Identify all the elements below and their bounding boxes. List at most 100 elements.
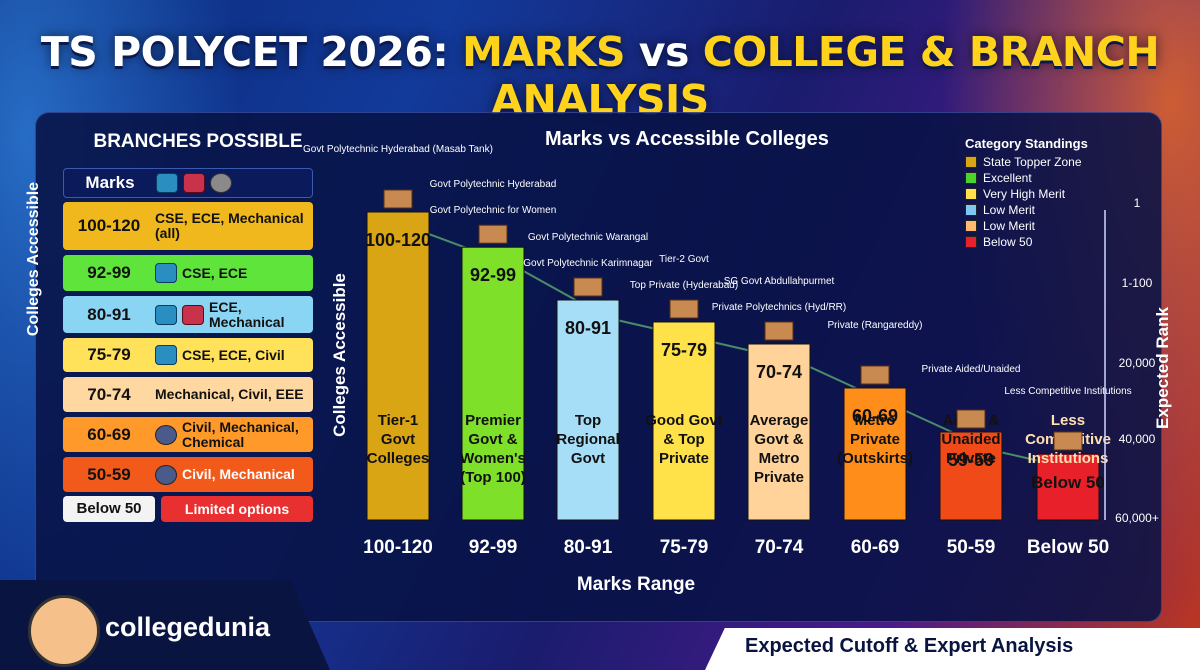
legend-swatch	[965, 236, 977, 248]
row-branches: Mechanical, Civil, EEE	[155, 386, 304, 402]
legend: Category Standings State Topper Zone Exce…	[965, 136, 1125, 251]
legend-item: Very High Merit	[965, 187, 1125, 201]
legend-label: Very High Merit	[983, 187, 1066, 201]
branch-row: 70-74 Mechanical, Civil, EEE	[63, 377, 313, 412]
bar-top-label: 80-91	[565, 318, 611, 338]
college-label: Govt Polytechnic Karimnagar	[523, 258, 653, 269]
bar	[556, 299, 620, 521]
row-branches: ECE, Mechanical	[209, 298, 285, 330]
row-marks: 60-69	[87, 424, 131, 444]
building-icon	[669, 299, 699, 319]
gear-icon	[210, 173, 232, 193]
bar-inner-label: Regional	[556, 431, 619, 448]
building-icon	[573, 277, 603, 297]
legend-title: Category Standings	[965, 136, 1088, 151]
y2-tick-label: 40,000	[1119, 432, 1156, 446]
tool-icon	[155, 424, 177, 445]
college-label: Govt Polytechnic Hyderabad (Masab Tank)	[303, 144, 493, 155]
footer-tagline: Expected Cutoff & Expert Analysis	[745, 635, 1074, 657]
bar-top-label: 59-59	[948, 450, 994, 470]
y2-tick-label: 60,000+	[1115, 511, 1159, 525]
bar-top-label: 70-74	[756, 362, 802, 382]
x-tick-label: 75-79	[660, 537, 709, 558]
college-label: Govt Polytechnic for Women	[430, 205, 557, 216]
branch-row: 50-59 Civil, Mechanical	[63, 457, 313, 492]
college-label: Less Competitive Institutions	[1004, 386, 1131, 397]
row-marks: 70-74	[87, 384, 131, 404]
building-icon	[764, 321, 794, 341]
bar-inner-label: (Outskirts)	[837, 450, 913, 467]
legend-label: Below 50	[983, 235, 1033, 249]
bar-inner-label: Average	[750, 412, 809, 429]
legend-item: Excellent	[965, 171, 1125, 185]
y2-tick-label: 1-100	[1122, 276, 1153, 290]
cpu-icon	[155, 263, 177, 283]
legend-label: State Topper Zone	[983, 155, 1082, 169]
bar-inner-label: (Top 100)	[460, 469, 526, 486]
building-icon	[383, 189, 413, 209]
legend-swatch	[965, 204, 977, 216]
bar-inner-label: Govt &	[468, 431, 517, 448]
bar-inner-label: Unaided	[941, 431, 1000, 448]
bar-top-label: Below 50	[1031, 473, 1105, 492]
bar	[366, 211, 430, 521]
bar-inner-label: Private	[850, 431, 900, 448]
cpu-icon	[155, 304, 177, 325]
college-label: Tier-2 Govt	[659, 254, 709, 265]
legend-item: State Topper Zone	[965, 155, 1125, 169]
legend-swatch	[965, 188, 977, 200]
page-title: TS POLYCET 2026: MARKS vs COLLEGE & BRAN…	[0, 28, 1200, 124]
row-marks: 100-120	[77, 216, 141, 235]
y2-tick-label: 20,000	[1119, 356, 1156, 370]
row-branches: Limited options	[184, 500, 290, 517]
row-branches: Civil, Mechanical	[182, 466, 295, 482]
bar-inner-label: Private	[754, 469, 804, 486]
row-marks: 75-79	[87, 345, 131, 364]
row-marks: 80-91	[87, 304, 131, 324]
bar-inner-label: Colleges	[367, 450, 430, 467]
bar	[1036, 453, 1100, 521]
bar	[843, 387, 907, 521]
footer-tagline-bar	[705, 628, 1200, 670]
bar-top-label: 75-79	[661, 340, 707, 360]
bar-inner-label: Less	[1051, 412, 1085, 429]
building-icon	[478, 224, 508, 244]
title-part-1: TS POLYCET 2026:	[40, 28, 463, 76]
branch-row: Below 50 Limited options	[63, 496, 313, 522]
y2-axis-label: Expected Rank	[1153, 307, 1172, 429]
chart-title: Marks vs Accessible Colleges	[545, 128, 829, 150]
x-tick-label: 100-120	[363, 537, 433, 558]
legend-swatch	[965, 220, 977, 232]
row-marks: 50-59	[87, 464, 131, 484]
bar-inner-label: Top	[575, 412, 601, 429]
branch-row: 60-69 Civil, Mechanical, Chemical	[63, 417, 313, 452]
branch-row: 100-120 CSE, ECE, Mechanical (all)	[63, 202, 313, 250]
x-tick-label: 50-59	[947, 537, 996, 558]
x-tick-label: Below 50	[1027, 537, 1109, 558]
legend-label: Low Merit	[983, 203, 1036, 217]
row-branches: CSE, ECE, Mechanical (all)	[155, 210, 304, 241]
legend-item: Low Merit	[965, 203, 1125, 217]
chip-icon	[182, 304, 204, 325]
bar-inner-label: Private	[659, 450, 709, 467]
legend-swatch	[965, 172, 977, 184]
bar-inner-label: Metro	[855, 412, 896, 429]
college-label: Private (Rangareddy)	[827, 320, 922, 331]
bar-inner-label: Govt	[381, 431, 415, 448]
bar-inner-label: Institutions	[1028, 450, 1109, 467]
building-icon	[1053, 431, 1083, 451]
legend-label: Low Merit	[983, 219, 1036, 233]
building-icon	[956, 409, 986, 429]
row-branches: CSE, ECE, Civil	[182, 346, 285, 363]
branch-row: 92-99 CSE, ECE	[63, 255, 313, 291]
legend-item: Low Merit	[965, 219, 1125, 233]
college-label: Top Private (Hyderabad)	[630, 280, 738, 291]
building-icon	[860, 365, 890, 385]
bar-inner-label: Govt &	[754, 431, 803, 448]
chip-icon	[183, 173, 205, 193]
branches-heading: BRANCHES POSSIBLE	[93, 131, 303, 152]
college-label: Private Polytechnics (Hyd/RR)	[712, 302, 846, 313]
cpu-icon	[155, 345, 177, 365]
bar	[939, 431, 1003, 521]
